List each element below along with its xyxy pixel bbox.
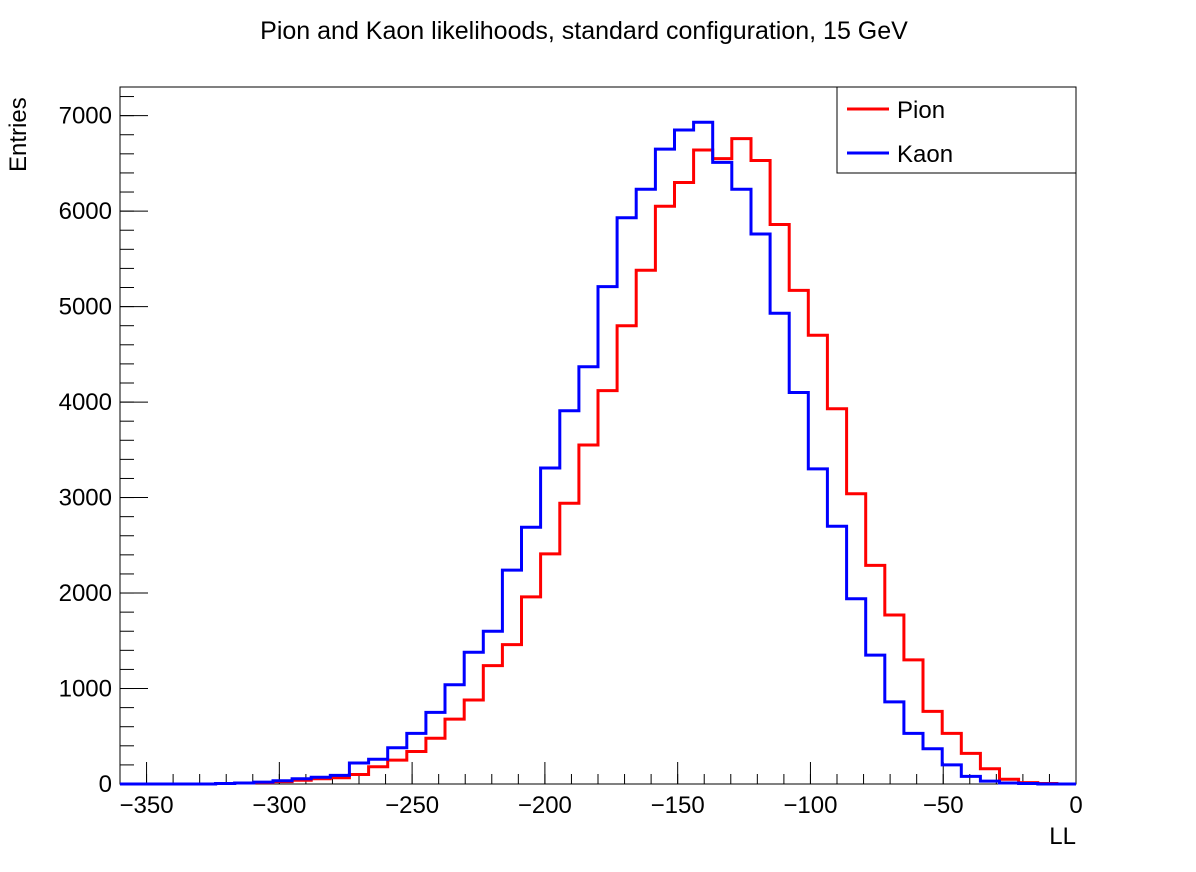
y-axis-title: Entries	[5, 97, 32, 172]
x-tick-label: −150	[651, 792, 705, 819]
x-tick-label: −350	[120, 792, 174, 819]
x-tick-label: 0	[1069, 792, 1082, 819]
x-axis-title: LL	[1049, 823, 1076, 850]
x-tick-label: −100	[783, 792, 837, 819]
y-axis: 0 1000 2000 3000 4000 5000 6000 7000	[59, 96, 148, 798]
chart-title: Pion and Kaon likelihoods, standard conf…	[260, 17, 908, 45]
x-axis: −350 −300 −250 −200 −150 −100 −50 0	[119, 762, 1083, 819]
legend: Pion Kaon	[836, 86, 1077, 174]
y-tick-label: 5000	[59, 294, 112, 321]
y-tick-label: 0	[99, 771, 112, 798]
series-line-pion	[120, 137, 1076, 786]
x-tick-label: −200	[518, 792, 572, 819]
x-tick-label: −50	[923, 792, 964, 819]
y-tick-label: 6000	[59, 198, 112, 225]
x-tick-label: −250	[385, 792, 439, 819]
y-tick-label: 3000	[59, 485, 112, 512]
legend-label-kaon: Kaon	[897, 141, 953, 168]
legend-box	[836, 86, 1077, 174]
y-tick-label: 2000	[59, 580, 112, 607]
series-group	[120, 120, 1076, 786]
y-tick-label: 1000	[59, 676, 112, 703]
y-tick-label: 4000	[59, 389, 112, 416]
legend-label-pion: Pion	[897, 97, 945, 124]
x-tick-label: −300	[252, 792, 306, 819]
series-line-kaon	[120, 120, 1076, 786]
y-tick-label: 7000	[59, 103, 112, 130]
